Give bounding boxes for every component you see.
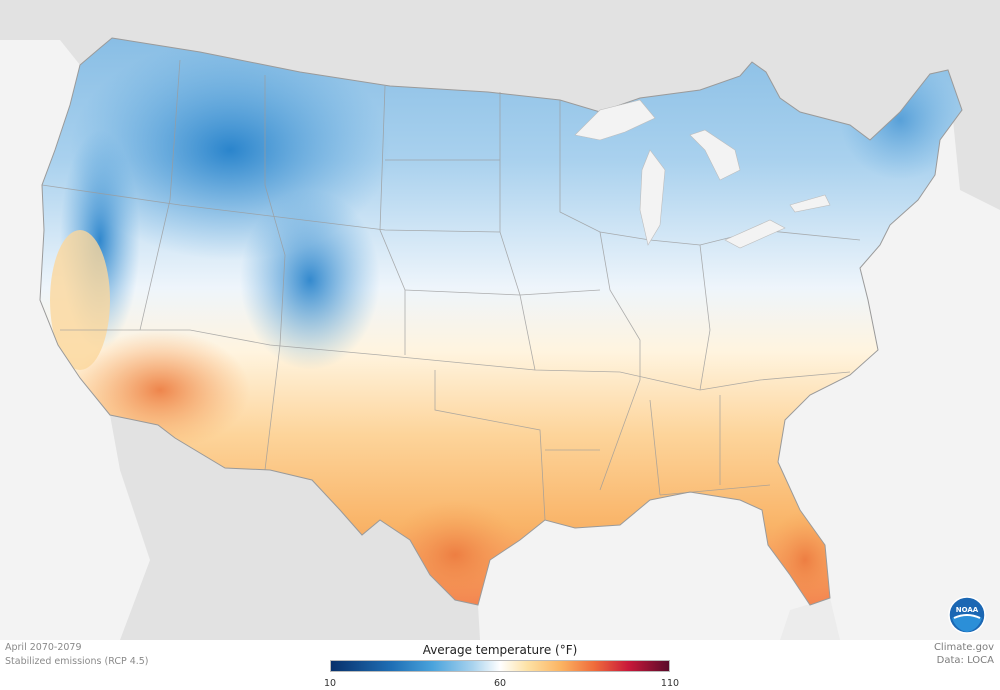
noaa-logo: NOAA bbox=[948, 596, 986, 634]
temperature-map bbox=[0, 0, 1000, 640]
period-label: April 2070-2079 bbox=[5, 642, 82, 653]
data-credit: Data: LOCA bbox=[936, 655, 994, 666]
surrounding-land bbox=[0, 0, 1000, 640]
legend-tick-max: 110 bbox=[660, 678, 680, 689]
source-credit[interactable]: Climate.gov bbox=[933, 642, 994, 653]
legend-title: Average temperature (°F) bbox=[422, 643, 578, 657]
scenario-label: Stabilized emissions (RCP 4.5) bbox=[5, 656, 149, 667]
legend-tick-mid: 60 bbox=[493, 678, 507, 689]
great-lakes bbox=[574, 99, 831, 249]
legend-color-bar bbox=[330, 660, 670, 672]
legend-tick-min: 10 bbox=[323, 678, 337, 689]
svg-text:NOAA: NOAA bbox=[956, 606, 979, 614]
footer: April 2070-2079 Stabilized emissions (RC… bbox=[0, 640, 1000, 690]
